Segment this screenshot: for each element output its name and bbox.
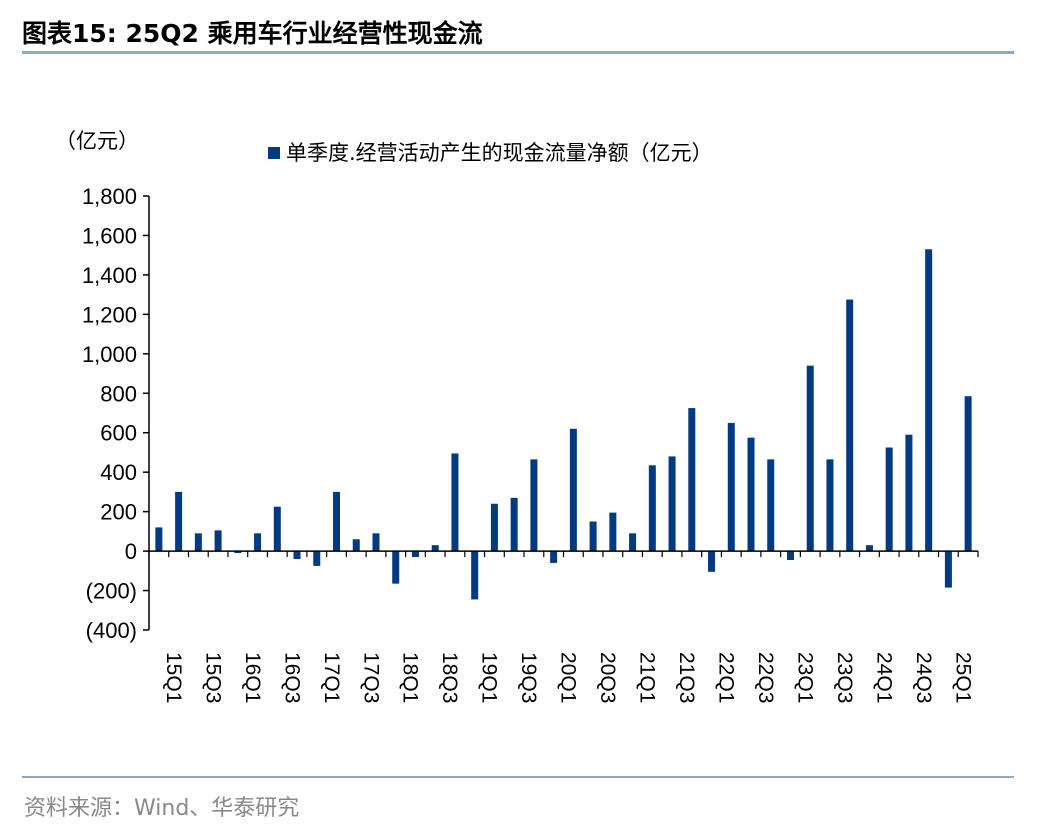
x-tick-label: 16Q1 <box>241 652 264 703</box>
y-tick-label: 1,800 <box>82 184 137 209</box>
bar-23Q3 <box>826 459 834 552</box>
bar-23Q4 <box>846 299 854 552</box>
y-tick-label: 800 <box>100 381 137 406</box>
bar-22Q1 <box>708 551 716 572</box>
x-tick-label: 19Q1 <box>478 652 501 703</box>
legend: 单季度.经营活动产生的现金流量净额（亿元） <box>268 141 713 165</box>
bar-19Q3 <box>510 497 518 552</box>
bar-series <box>155 249 972 600</box>
x-tick-label: 15Q1 <box>162 652 185 703</box>
x-tick-label: 17Q3 <box>359 652 382 703</box>
x-tick-label: 22Q3 <box>754 652 777 703</box>
footer-divider <box>22 776 1014 778</box>
bar-17Q3 <box>352 539 360 552</box>
bar-22Q4 <box>767 459 775 552</box>
bar-16Q3 <box>273 506 281 552</box>
bar-20Q1 <box>550 551 558 563</box>
bar-20Q3 <box>589 521 597 552</box>
bar-21Q3 <box>668 456 676 552</box>
y-unit-label: （亿元） <box>55 129 139 153</box>
bar-17Q4 <box>372 533 380 552</box>
y-tick-label: (400) <box>86 618 137 643</box>
bar-17Q2 <box>333 491 341 552</box>
x-tick-label: 23Q3 <box>833 652 856 703</box>
source-note: 资料来源：Wind、华泰研究 <box>24 796 300 821</box>
bar-20Q2 <box>569 428 577 552</box>
bar-24Q4 <box>925 249 933 552</box>
bar-18Q4 <box>451 453 459 552</box>
bar-23Q2 <box>806 365 814 552</box>
x-tick-label: 19Q3 <box>517 652 540 703</box>
y-tick-label: 200 <box>100 500 137 525</box>
x-tick-label: 22Q1 <box>715 652 738 703</box>
bar-15Q3 <box>194 533 202 552</box>
x-tick-label: 23Q1 <box>794 652 817 703</box>
bar-23Q1 <box>786 551 794 560</box>
title-divider <box>22 51 1014 54</box>
bar-15Q1 <box>155 527 163 552</box>
y-tick-label: 0 <box>125 539 137 564</box>
bar-15Q4 <box>214 530 222 552</box>
x-tick-label: 25Q1 <box>951 652 974 703</box>
x-tick-label: 24Q3 <box>912 652 935 703</box>
bar-18Q2 <box>411 551 419 558</box>
y-tick-label: (200) <box>86 579 137 604</box>
bar-20Q4 <box>609 512 617 552</box>
bar-17Q1 <box>313 551 321 566</box>
bar-16Q2 <box>254 533 262 552</box>
bar-21Q4 <box>688 408 696 552</box>
y-axis: 1,800 1,600 1,400 1,200 1,000 800 600 400 200 0 (2… <box>82 184 150 643</box>
x-tick-label: 16Q3 <box>280 652 303 703</box>
bar-22Q2 <box>727 422 735 552</box>
x-tick-label: 21Q3 <box>675 652 698 703</box>
y-tick-label: 1,400 <box>82 263 137 288</box>
bar-25Q2 <box>964 396 972 552</box>
x-tick-label: 18Q1 <box>399 652 422 703</box>
bar-16Q4 <box>293 551 301 559</box>
x-tick-label: 17Q1 <box>320 652 343 703</box>
bar-24Q1 <box>865 545 873 552</box>
bar-19Q2 <box>490 503 498 552</box>
x-tick-label: 20Q1 <box>557 652 580 703</box>
bar-22Q3 <box>747 437 755 552</box>
y-tick-label: 1,000 <box>82 342 137 367</box>
bar-24Q3 <box>905 434 913 552</box>
x-tick-label: 24Q1 <box>872 652 895 703</box>
bar-18Q1 <box>392 551 400 584</box>
y-tick-label: 600 <box>100 421 137 446</box>
bar-21Q1 <box>629 533 637 552</box>
y-tick-label: 400 <box>100 460 137 485</box>
x-tick-label: 20Q3 <box>596 652 619 703</box>
bar-19Q4 <box>530 459 538 552</box>
legend-swatch <box>268 147 280 159</box>
y-tick-label: 1,200 <box>82 302 137 327</box>
x-tick-label: 15Q3 <box>201 652 224 703</box>
bar-19Q1 <box>471 551 479 600</box>
bar-15Q2 <box>175 491 183 552</box>
bar-24Q2 <box>885 447 893 552</box>
page-title: 图表15: 25Q2 乘用车行业经营性现金流 <box>22 19 483 48</box>
x-axis: 15Q1 15Q3 16Q1 16Q3 17Q1 17Q3 18Q1 18Q3 19Q1 19Q3… <box>148 550 979 703</box>
bar-21Q2 <box>648 465 656 552</box>
legend-label: 单季度.经营活动产生的现金流量净额（亿元） <box>286 141 713 165</box>
bar-25Q1 <box>944 551 952 588</box>
y-tick-label: 1,600 <box>82 223 137 248</box>
bar-18Q3 <box>431 545 439 552</box>
x-tick-label: 21Q1 <box>636 652 659 703</box>
bar-16Q1 <box>234 551 242 554</box>
x-tick-label: 18Q3 <box>438 652 461 703</box>
